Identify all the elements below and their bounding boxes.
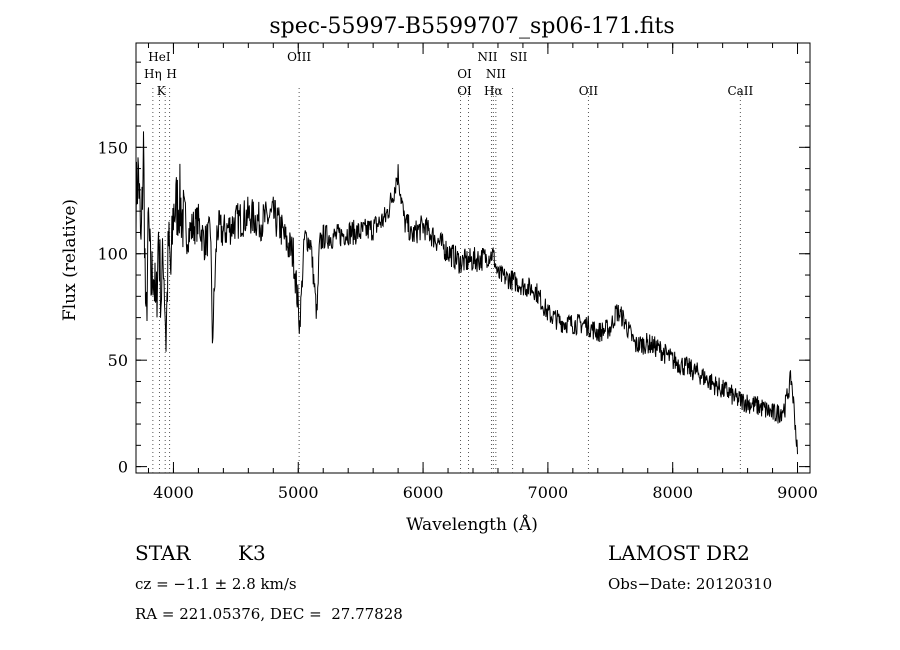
velocity-readout: cz = −1.1 ± 2.8 km/s bbox=[135, 575, 297, 593]
y-axis-label: Flux (relative) bbox=[60, 199, 80, 321]
x-tick-label: 5000 bbox=[278, 483, 319, 502]
object-subclass: K3 bbox=[238, 541, 266, 565]
line-label-8: NII bbox=[486, 67, 506, 81]
line-label-11: OII bbox=[579, 84, 599, 98]
line-label-9: Hα bbox=[484, 84, 503, 98]
line-label-5: OI bbox=[457, 67, 472, 81]
line-label-3: K bbox=[157, 84, 167, 98]
y-tick-label: 100 bbox=[97, 245, 128, 264]
line-label-7: NII bbox=[477, 50, 497, 64]
line-label-1: Hη bbox=[144, 67, 162, 81]
line-label-10: SII bbox=[510, 50, 528, 64]
plot-area: 4000 5000 6000 7000 8000 9000 0 50 100 150 HeI Hη HK… bbox=[97, 42, 818, 502]
y-tick-label: 0 bbox=[118, 458, 128, 477]
survey-name: LAMOST DR2 bbox=[608, 541, 750, 565]
y-tick-label: 150 bbox=[97, 138, 128, 157]
x-tick-label: 9000 bbox=[777, 483, 818, 502]
line-label-12: CaII bbox=[727, 84, 753, 98]
y-tick-label: 50 bbox=[108, 351, 128, 370]
object-class: STAR bbox=[135, 541, 191, 565]
x-axis-label: Wavelength (Å) bbox=[406, 514, 538, 535]
spectrum-series bbox=[135, 131, 798, 455]
chart-title: spec-55997-B5599707_sp06-171.fits bbox=[269, 14, 674, 39]
line-label-6: OI bbox=[457, 84, 472, 98]
coordinates-readout: RA = 221.05376, DEC = 27.77828 bbox=[135, 605, 403, 623]
x-tick-label: 4000 bbox=[153, 483, 194, 502]
x-tick-label: 7000 bbox=[528, 483, 569, 502]
x-tick-label: 6000 bbox=[403, 483, 444, 502]
x-tick-label: 8000 bbox=[652, 483, 693, 502]
line-label-0: HeI bbox=[148, 50, 171, 64]
line-label-4: OIII bbox=[287, 50, 311, 64]
line-label-2: H bbox=[166, 67, 176, 81]
observation-date: Obs−Date: 20120310 bbox=[608, 575, 773, 593]
